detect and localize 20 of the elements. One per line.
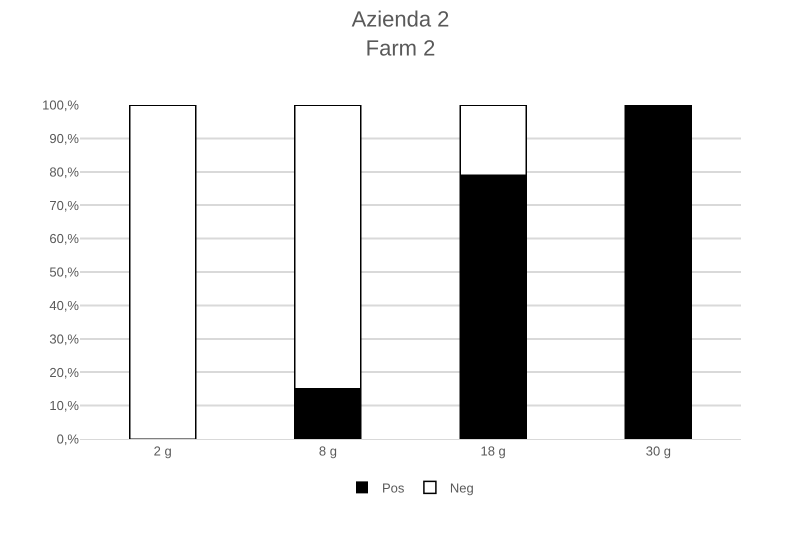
y-tick-label: 0,% — [56, 432, 80, 447]
y-tick-label: 50,% — [49, 264, 80, 280]
legend-label: Neg — [450, 480, 474, 496]
y-tick-label: 70,% — [49, 198, 80, 213]
y-tick-label: 90,% — [49, 130, 80, 146]
chart-title: Azienda 2 Farm 2 — [352, 6, 450, 60]
x-tick-label: 30 g — [646, 444, 672, 459]
bar — [128, 105, 196, 439]
y-tick-label: 20,% — [49, 364, 80, 380]
y-tick-label: 60,% — [49, 231, 80, 246]
bar — [624, 105, 692, 439]
y-tick-label: 100,% — [42, 98, 80, 113]
y-tick-label: 40,% — [49, 298, 80, 313]
y-tick-label: 80,% — [49, 164, 80, 180]
x-tick-label: 18 g — [480, 444, 506, 459]
legend-label: Pos — [382, 480, 405, 496]
x-tick-label: 2 g — [154, 444, 172, 459]
y-tick-label: 10,% — [49, 398, 80, 414]
y-tick-label: 30,% — [49, 331, 80, 346]
x-tick-label: 8 g — [318, 444, 337, 459]
